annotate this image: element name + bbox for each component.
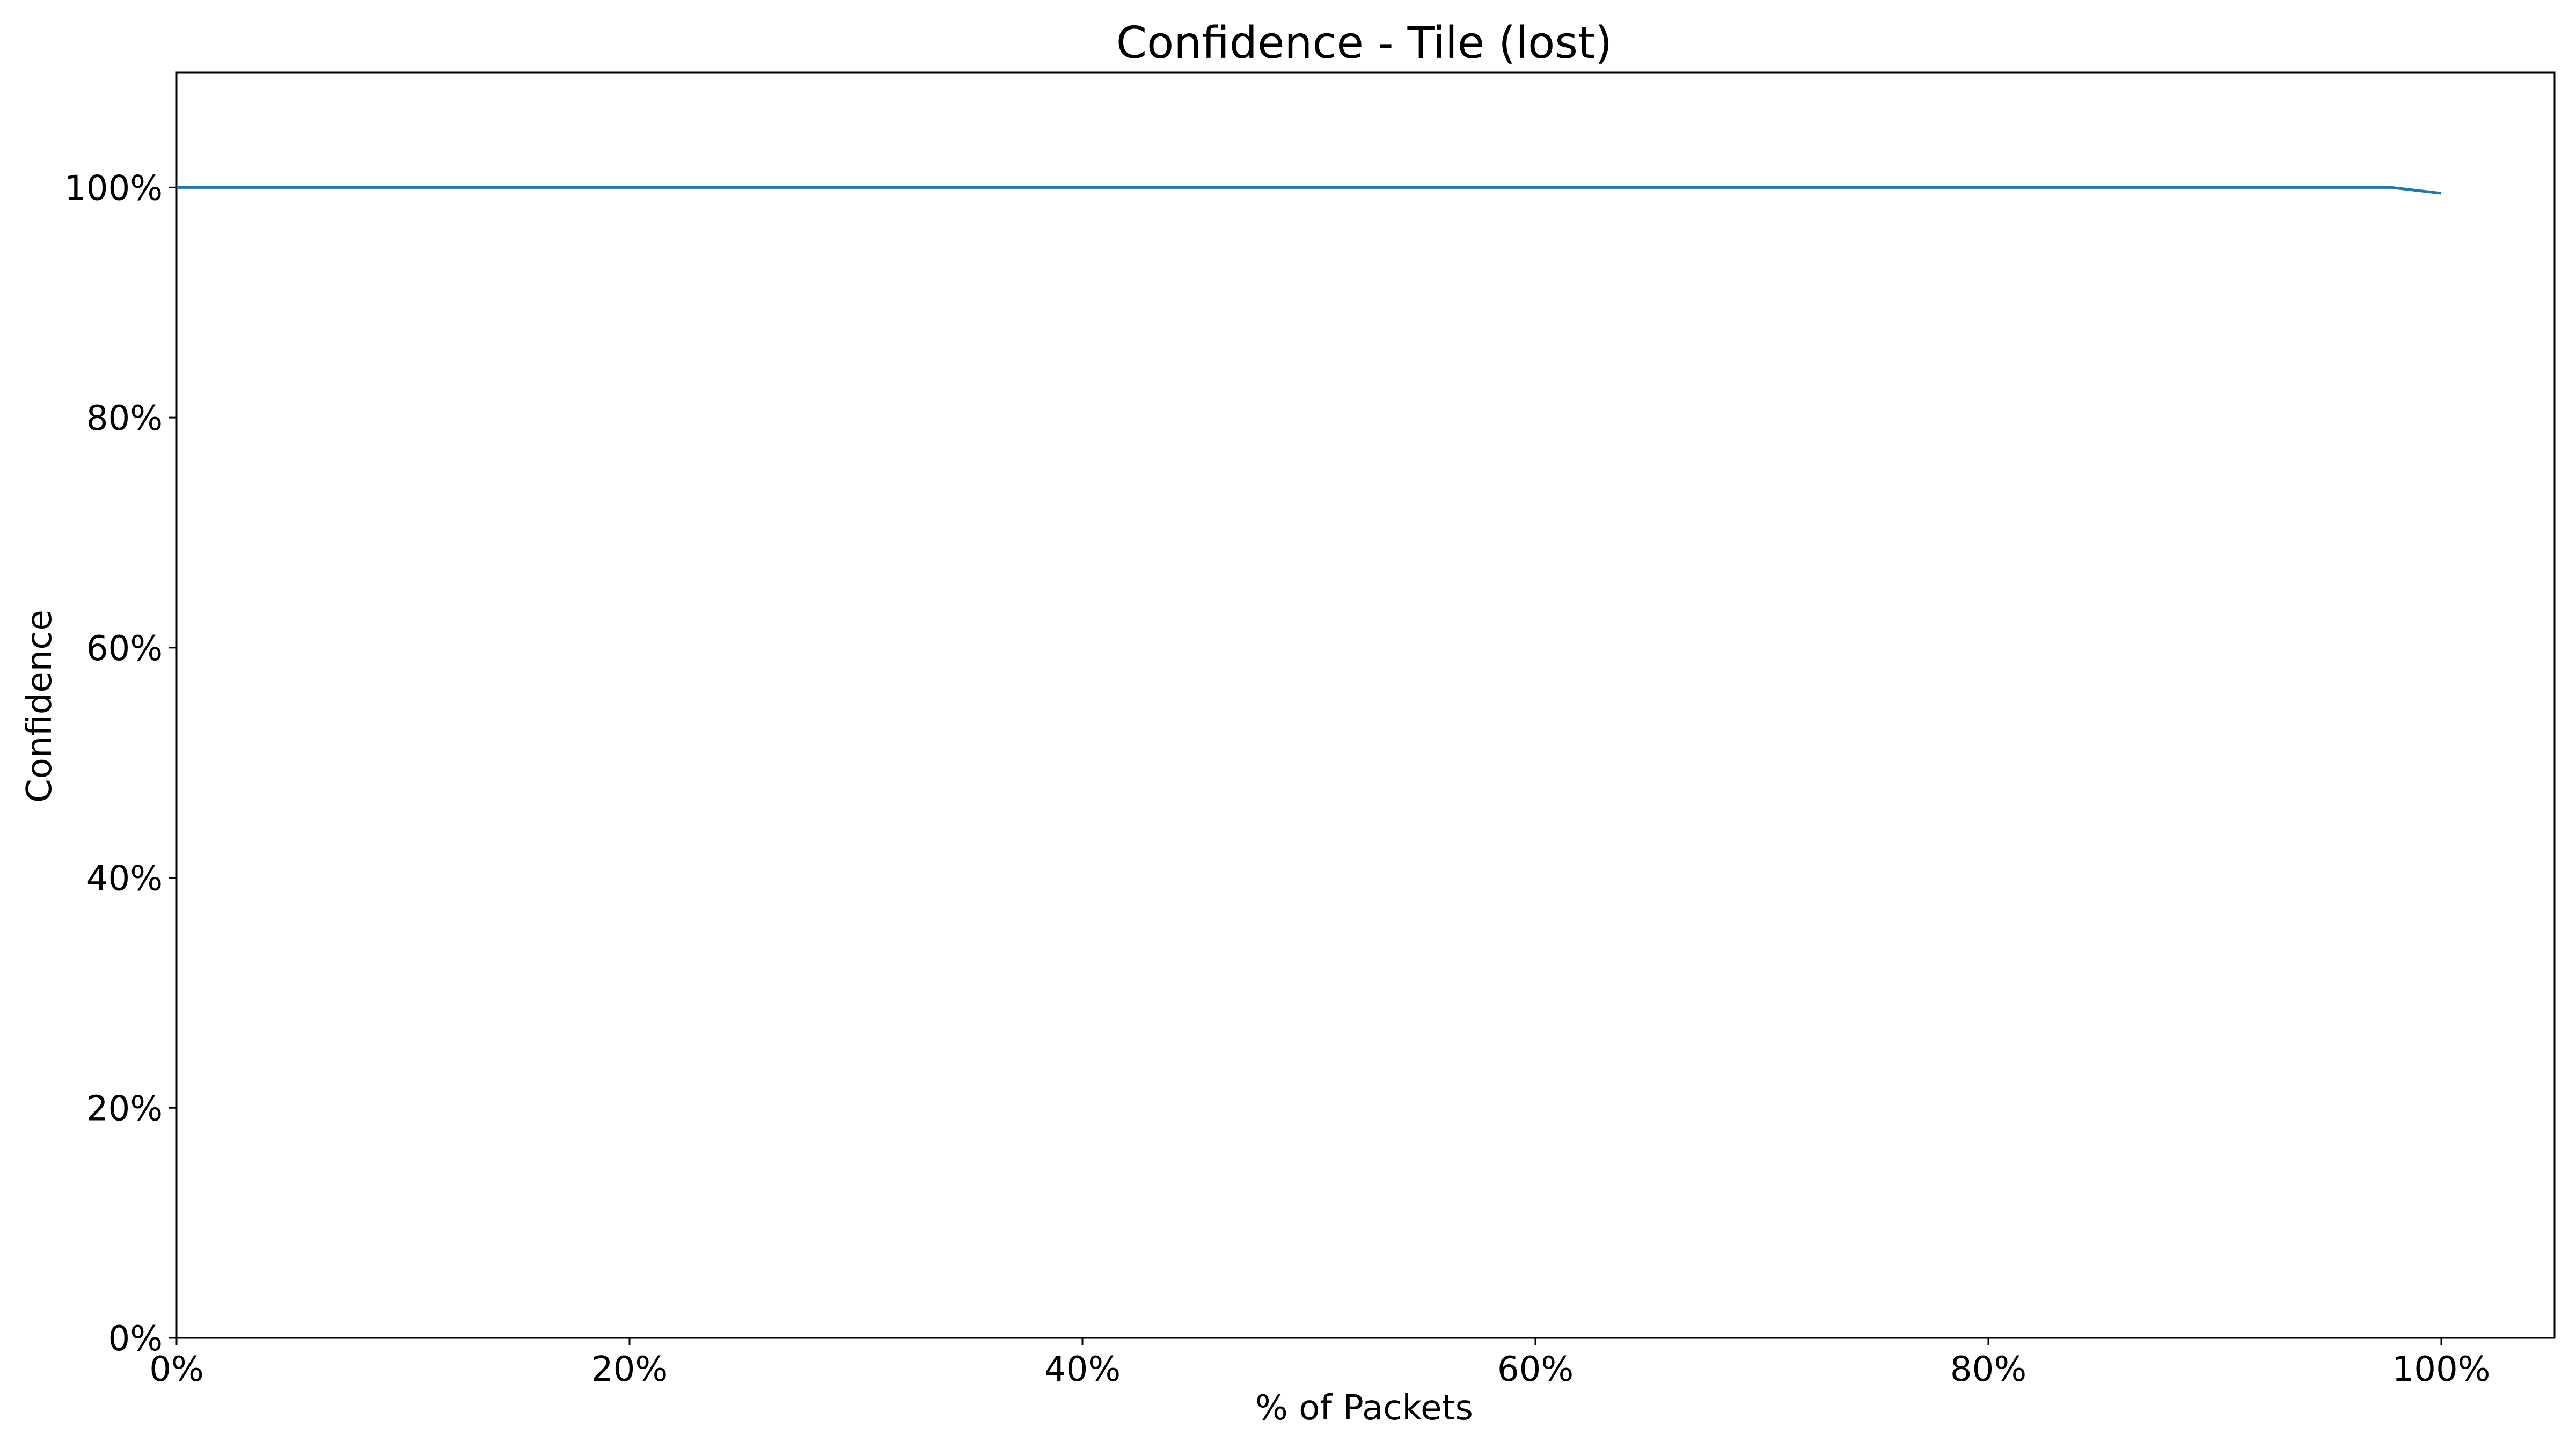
- y-tick-label: 20%: [86, 1089, 163, 1129]
- y-axis-label: Confidence: [20, 610, 60, 803]
- series-line-0: [177, 186, 2442, 195]
- plot-frame: [175, 71, 2556, 1339]
- x-tick-label: 100%: [2392, 1350, 2491, 1389]
- series-layer: [177, 186, 2442, 195]
- x-tick-label: 60%: [1497, 1350, 1574, 1389]
- x-tick-label: 40%: [1044, 1350, 1121, 1389]
- x-tick-label: 0%: [149, 1350, 204, 1389]
- y-tick-label: 40%: [86, 859, 163, 899]
- y-axis: 0% 20% 40% 60% 80% 100%: [64, 169, 177, 1359]
- y-tick-label: 0%: [108, 1319, 163, 1359]
- y-tick-label: 100%: [64, 169, 163, 208]
- y-tick-label: 80%: [86, 399, 163, 438]
- chart-title: Confidence - Tile (lost): [1116, 18, 1612, 69]
- plot-area: [175, 71, 2556, 1339]
- x-axis-label: % of Packets: [1255, 1388, 1473, 1428]
- x-tick-label: 20%: [591, 1350, 668, 1389]
- y-tick-label: 60%: [86, 629, 163, 669]
- x-axis: 0% 20% 40% 60% 80% 100%: [149, 1338, 2490, 1389]
- x-tick-label: 80%: [1950, 1350, 2026, 1389]
